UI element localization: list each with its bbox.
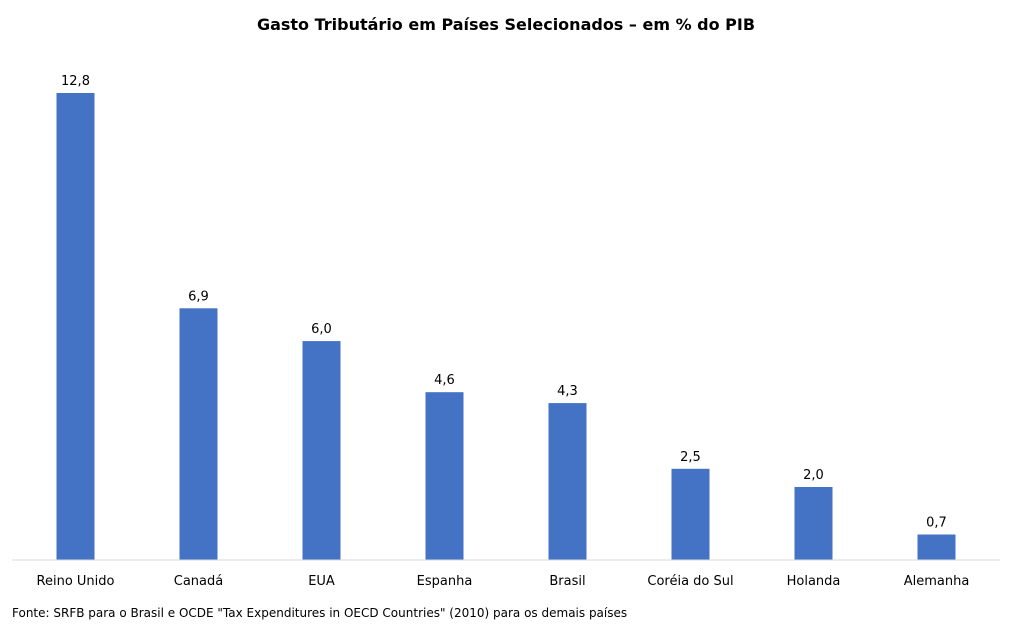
source-note: Fonte: SRFB para o Brasil e OCDE "Tax Ex… xyxy=(12,606,628,620)
x-tick-label-6: Holanda xyxy=(787,574,841,589)
bars-layer xyxy=(56,93,956,560)
data-label-7: 0,7 xyxy=(926,516,947,531)
bar-6 xyxy=(794,487,833,560)
x-tick-label-7: Alemanha xyxy=(904,574,970,589)
bar-2 xyxy=(302,341,341,560)
data-label-3: 4,6 xyxy=(434,373,455,388)
x-tick-label-4: Brasil xyxy=(549,574,585,589)
x-tick-label-1: Canadá xyxy=(174,574,223,589)
data-label-0: 12,8 xyxy=(61,74,90,89)
bar-4 xyxy=(548,403,587,560)
data-label-4: 4,3 xyxy=(557,384,578,399)
bar-0 xyxy=(56,93,95,560)
data-label-5: 2,5 xyxy=(680,450,701,465)
bar-3 xyxy=(425,392,464,560)
data-label-1: 6,9 xyxy=(188,289,209,304)
data-label-6: 2,0 xyxy=(803,468,824,483)
chart-canvas: Gasto Tributário em Países Selecionados … xyxy=(12,15,1000,589)
x-tick-label-2: EUA xyxy=(308,574,335,589)
chart-title: Gasto Tributário em Países Selecionados … xyxy=(257,15,755,34)
data-label-2: 6,0 xyxy=(311,322,332,337)
x-tick-label-0: Reino Unido xyxy=(37,574,115,589)
bar-5 xyxy=(671,468,710,560)
x-tick-label-5: Coréia do Sul xyxy=(647,574,733,589)
labels-layer: 12,8 Reino Unido 6,9 Canadá 6,0 EUA 4,6 Espanha… xyxy=(37,74,970,589)
bar-1 xyxy=(179,308,218,560)
bar-7 xyxy=(917,534,956,560)
x-tick-label-3: Espanha xyxy=(417,574,473,589)
